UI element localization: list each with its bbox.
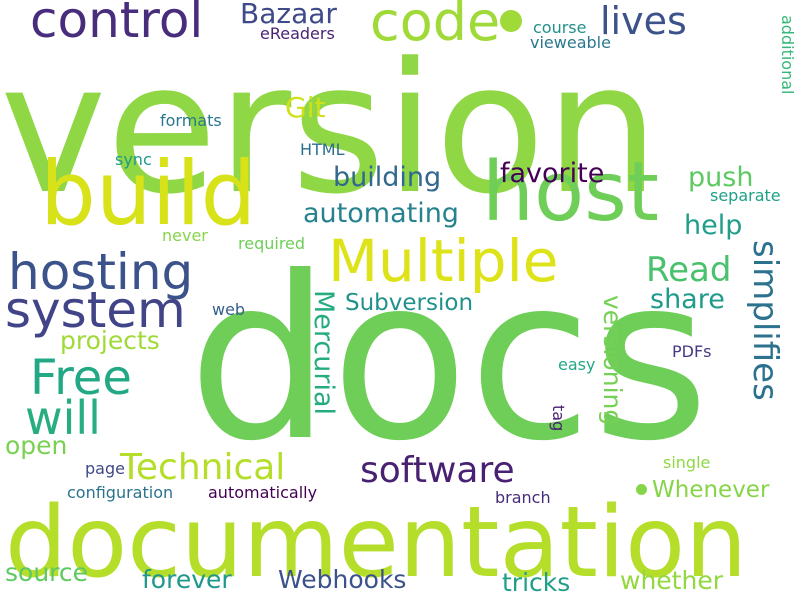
word-lives: lives	[600, 0, 687, 43]
word-never: never	[162, 226, 208, 245]
word-favorite: favorite	[500, 158, 605, 189]
word-subversion: Subversion	[345, 290, 474, 316]
word-required: required	[238, 234, 306, 253]
word-automating: automating	[303, 198, 459, 229]
word-webhooks: Webhooks	[278, 565, 407, 594]
word-simplifies: simplifies	[745, 240, 785, 401]
word-versioning: versioning	[598, 295, 627, 426]
word-building: building	[333, 162, 442, 193]
word-software: software	[360, 450, 515, 491]
word-version: version	[0, 25, 660, 234]
word-source: source	[5, 558, 89, 587]
word-read: Read	[646, 250, 732, 290]
word-multiple: Multiple	[328, 227, 559, 295]
word-projects: projects	[60, 326, 160, 355]
word-free: Free	[30, 350, 132, 406]
word-separate: separate	[710, 186, 781, 205]
word-push: push	[688, 162, 754, 193]
word-additional: additional	[778, 15, 797, 95]
word-page: page	[85, 459, 125, 478]
word-whenever: Whenever	[652, 477, 770, 503]
word-code: code	[370, 0, 501, 53]
word-build: build	[40, 142, 257, 245]
dot-mark	[500, 10, 522, 32]
word-html: HTML	[300, 140, 345, 159]
word-ereaders: eReaders	[260, 24, 335, 43]
word-easy: easy	[558, 355, 596, 374]
word-whether: whether	[620, 566, 723, 595]
word-single: single	[663, 453, 711, 472]
word-hosting: hosting	[8, 243, 194, 301]
word-share: share	[650, 284, 725, 315]
word-host: host	[482, 145, 660, 240]
word-vieweable: vieweable	[530, 33, 611, 52]
word-branch: branch	[495, 488, 551, 507]
word-bazaar: Bazaar	[240, 0, 337, 30]
word-tricks: tricks	[502, 568, 571, 597]
word-formats: formats	[160, 111, 222, 130]
dot-mark	[636, 484, 647, 495]
word-mercurial: Mercurial	[308, 290, 339, 416]
word-pdfs: PDFs	[672, 342, 712, 361]
word-course: course	[533, 18, 587, 37]
word-open: open	[5, 431, 68, 460]
word-system: system	[5, 281, 186, 339]
word-will: will	[25, 391, 101, 445]
word-automatically: automatically	[208, 483, 318, 502]
word-web: web	[212, 300, 246, 319]
word-forever: forever	[142, 565, 232, 594]
word-control: control	[30, 0, 204, 49]
word-configuration: configuration	[67, 483, 174, 502]
word-help: help	[684, 210, 743, 241]
word-technical: Technical	[120, 447, 286, 488]
word-tag: tag	[549, 405, 568, 432]
word-docs: docs	[188, 229, 710, 491]
word-git: Git	[285, 91, 326, 124]
word-sync: sync	[115, 150, 152, 169]
word-documentation: documentation	[5, 486, 748, 600]
